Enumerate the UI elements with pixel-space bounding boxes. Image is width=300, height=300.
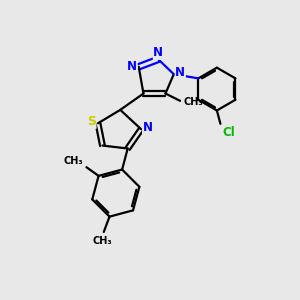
Text: CH₃: CH₃ xyxy=(92,236,112,245)
Text: CH₃: CH₃ xyxy=(183,97,203,107)
Text: N: N xyxy=(127,60,137,73)
Text: S: S xyxy=(87,115,96,128)
Text: N: N xyxy=(175,66,185,79)
Text: CH₃: CH₃ xyxy=(64,156,83,166)
Text: N: N xyxy=(142,121,153,134)
Text: N: N xyxy=(153,46,163,59)
Text: Cl: Cl xyxy=(222,126,235,139)
